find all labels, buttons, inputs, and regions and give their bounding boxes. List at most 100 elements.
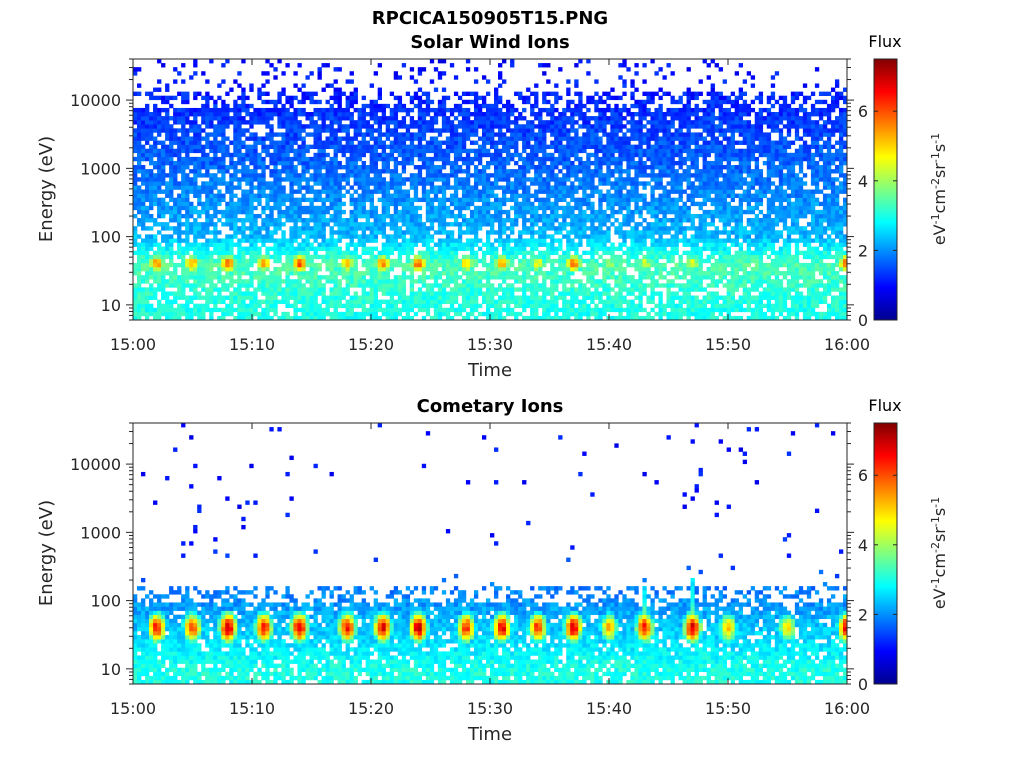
heatmap-cell: [485, 91, 491, 97]
heatmap-cell: [133, 291, 138, 296]
heatmap-cell: [309, 254, 314, 260]
heatmap-cell: [233, 218, 238, 223]
heatmap-cell: [385, 128, 391, 133]
heatmap-cell: [149, 132, 154, 137]
heatmap-cell: [233, 120, 238, 125]
heatmap-cell: [157, 185, 162, 190]
heatmap-cell: [185, 250, 190, 256]
heatmap-cell: [421, 152, 427, 158]
heatmap-cell: [574, 83, 579, 88]
heatmap-cell: [425, 189, 431, 194]
heatmap-cell: [522, 160, 527, 166]
heatmap-cell: [453, 140, 459, 145]
heatmap-cell: [137, 185, 142, 190]
heatmap-cell: [401, 201, 407, 207]
heatmap-cell: [562, 234, 567, 239]
heatmap-cell: [285, 197, 290, 203]
heatmap-cell: [518, 303, 523, 309]
heatmap-cell: [333, 128, 338, 133]
heatmap-cell: [229, 275, 234, 280]
heatmap-cell: [490, 299, 495, 304]
heatmap-cell: [457, 112, 463, 117]
heatmap-cell: [498, 107, 503, 113]
heatmap-cell: [137, 315, 142, 321]
heatmap-cell: [485, 185, 491, 190]
heatmap-cell: [397, 75, 403, 80]
heatmap-cell: [514, 193, 519, 198]
heatmap-cell: [425, 169, 431, 174]
heatmap-cell: [389, 201, 395, 207]
heatmap-cell: [197, 160, 202, 166]
heatmap-cell: [421, 275, 427, 280]
heatmap-cell: [526, 136, 531, 141]
heatmap-cell: [510, 185, 515, 190]
heatmap-cell: [409, 287, 415, 292]
heatmap-cell: [297, 136, 302, 141]
heatmap-cell: [193, 254, 198, 260]
heatmap-cell: [381, 169, 387, 174]
heatmap-cell: [449, 291, 455, 296]
heatmap-cell: [498, 148, 503, 154]
heatmap-cell: [498, 63, 503, 68]
heatmap-cell: [437, 209, 443, 215]
heatmap-cell: [225, 238, 230, 243]
heatmap-cell: [301, 230, 306, 235]
heatmap-cell: [485, 287, 491, 292]
heatmap-cell: [413, 311, 419, 317]
heatmap-cell: [554, 209, 559, 215]
heatmap-cell: [574, 201, 579, 207]
heatmap-cell: [453, 91, 459, 97]
heatmap-cell: [389, 218, 395, 223]
heatmap-cell: [305, 132, 310, 137]
heatmap-cell: [377, 303, 382, 309]
heatmap-cell: [437, 250, 443, 256]
heatmap-cell: [357, 254, 362, 260]
heatmap-cell: [389, 303, 395, 309]
heatmap-cell: [365, 283, 370, 288]
heatmap-cell: [345, 95, 350, 101]
heatmap-cell: [538, 116, 543, 121]
heatmap-cell: [357, 165, 362, 170]
heatmap-cell: [193, 136, 198, 141]
heatmap-cell: [498, 230, 503, 235]
heatmap-cell: [485, 266, 491, 272]
heatmap-cell: [353, 226, 358, 231]
heatmap-cell: [273, 222, 278, 227]
heatmap-cell: [289, 193, 294, 198]
heatmap-cell: [229, 311, 234, 317]
heatmap-cell: [481, 213, 487, 219]
heatmap-cell: [333, 299, 338, 304]
heatmap-cell: [257, 201, 262, 207]
heatmap-cell: [133, 177, 138, 182]
heatmap-cell: [341, 291, 346, 296]
heatmap-cell: [273, 140, 278, 145]
heatmap-cell: [313, 189, 318, 194]
heatmap-cell: [221, 128, 226, 133]
heatmap-cell: [265, 291, 270, 296]
heatmap-cell: [349, 230, 354, 235]
heatmap-cell: [153, 107, 158, 113]
heatmap-cell: [337, 250, 342, 256]
heatmap-cell: [369, 271, 374, 276]
heatmap-cell: [165, 311, 170, 317]
heatmap-cell: [185, 197, 190, 203]
heatmap-cell: [285, 262, 290, 268]
heatmap-cell: [233, 209, 238, 215]
heatmap-cell: [465, 124, 471, 129]
heatmap-cell: [574, 144, 579, 150]
heatmap-cell: [257, 299, 262, 304]
heatmap-cell: [217, 132, 222, 137]
heatmap-cell: [526, 242, 531, 247]
heatmap-cell: [554, 315, 559, 321]
heatmap-cell: [381, 209, 387, 215]
heatmap-cell: [469, 218, 475, 223]
heatmap-cell: [373, 299, 378, 304]
heatmap-cell: [157, 197, 162, 203]
heatmap-cell: [205, 291, 210, 296]
heatmap-cell: [574, 107, 579, 113]
heatmap-cell: [237, 279, 242, 284]
heatmap-cell: [498, 185, 503, 190]
heatmap-cell: [574, 169, 579, 174]
heatmap-cell: [201, 250, 206, 256]
heatmap-cell: [349, 112, 354, 117]
